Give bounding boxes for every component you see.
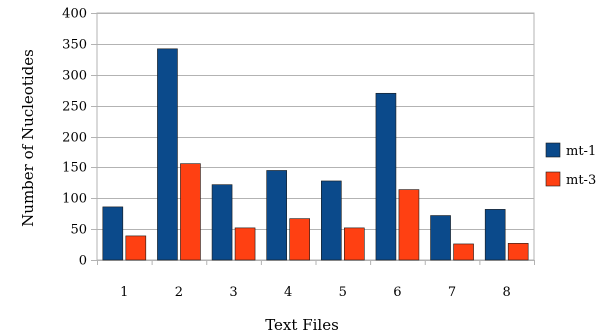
y-axis-ticks: 0 50 100 150 200 250 300 350 400 [62, 7, 97, 269]
bar-mt-1-2 [157, 48, 178, 261]
bar-mt-3-2 [180, 163, 201, 261]
y-tick-label: 200 [62, 131, 87, 146]
x-tick-label: 5 [339, 285, 347, 300]
bar-mt-1-6 [375, 92, 397, 261]
y-tick-label: 300 [62, 69, 87, 84]
bar-mt-1-5 [321, 180, 342, 261]
x-axis-label: Text Files [265, 316, 339, 334]
legend-label-mt-1: mt-1 [566, 144, 596, 159]
x-tick-label: 6 [393, 285, 401, 300]
bar-mt-3-1 [125, 235, 147, 261]
y-tick-label: 250 [62, 100, 87, 115]
bar-mt-3-4 [289, 218, 310, 261]
x-axis-ticks: 1 2 3 4 5 6 7 8 [97, 260, 535, 300]
bars [102, 48, 529, 261]
x-tick-label: 2 [175, 285, 183, 300]
bar-mt-1-7 [430, 215, 451, 261]
legend-label-mt-3: mt-3 [566, 173, 596, 188]
bar-mt-1-1 [102, 206, 124, 261]
y-tick-label: 100 [62, 192, 87, 207]
y-tick-label: 150 [62, 161, 87, 176]
y-tick-label: 50 [70, 223, 87, 238]
y-tick-label: 350 [62, 38, 87, 53]
bar-mt-1-8 [484, 209, 506, 261]
bar-mt-1-4 [266, 170, 287, 261]
bar-mt-3-7 [453, 243, 474, 261]
y-axis-label: Number of Nucleotides [19, 49, 37, 227]
x-tick-label: 8 [503, 285, 511, 300]
bar-mt-3-5 [344, 227, 365, 261]
legend-swatch-mt-3 [545, 171, 561, 187]
bar-mt-3-6 [398, 189, 420, 261]
x-tick-label: 7 [448, 285, 456, 300]
x-tick-label: 1 [120, 285, 128, 300]
x-tick-label: 3 [229, 285, 237, 300]
x-tick-label: 4 [284, 285, 292, 300]
legend-swatch-mt-1 [545, 142, 561, 158]
y-tick-label: 400 [62, 7, 87, 22]
bar-mt-3-8 [507, 243, 529, 261]
y-tick-label: 0 [79, 254, 87, 269]
legend: mt-1 mt-3 [545, 142, 596, 188]
bar-mt-1-3 [211, 184, 233, 261]
bar-mt-3-3 [234, 227, 256, 261]
